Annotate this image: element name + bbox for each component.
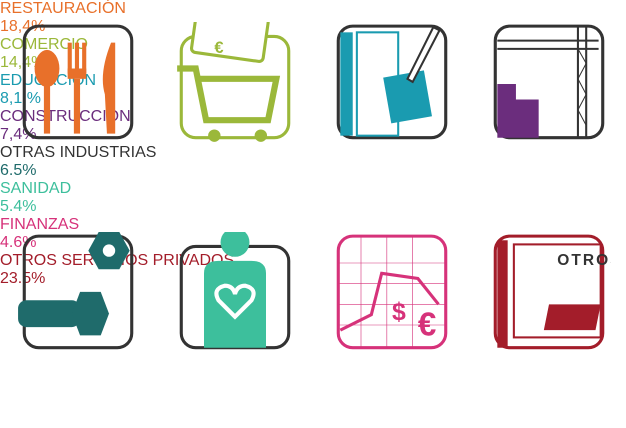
icon-text: € [214, 38, 223, 57]
icon: OTROS [487, 232, 611, 356]
icon-shape [255, 129, 267, 141]
infographic: RESTAURACIÓN18,4%€COMERCIO14,4%EDUCACIÓN… [0, 0, 626, 428]
icon [16, 232, 140, 356]
icon-shape [68, 69, 87, 79]
icon-shape [544, 304, 601, 330]
icon: € [173, 22, 297, 146]
icon-shape [340, 32, 352, 135]
icon-shape [221, 232, 250, 257]
icon-shape [103, 244, 115, 256]
icon-shape [497, 84, 516, 100]
icon-shape [103, 43, 115, 134]
icon-shape [44, 84, 50, 134]
icon-shape [497, 100, 538, 138]
icon-shape [204, 261, 266, 348]
icon [173, 232, 297, 356]
value-label: 5.4% [0, 198, 626, 216]
icon [487, 22, 611, 146]
sector-label: OTRAS INDUSTRIAS [0, 144, 626, 162]
icon [330, 22, 454, 146]
icon: $€ [330, 232, 454, 356]
icon-shape [18, 300, 80, 327]
icon [16, 22, 140, 146]
icon-text: $ [392, 299, 406, 326]
icon-shape [578, 49, 586, 125]
icon-shape [208, 129, 220, 141]
value-label: 6.5% [0, 162, 626, 180]
icon-shape [177, 69, 276, 121]
icon-text: OTROS [557, 252, 611, 269]
icon-shape [191, 22, 269, 62]
icon-shape [74, 79, 80, 134]
sector-label: SANIDAD [0, 180, 626, 198]
sector-label: RESTAURACIÓN [0, 0, 626, 18]
icon-text: € [418, 306, 436, 343]
icon-shape [35, 50, 60, 87]
icon-shape [497, 240, 507, 347]
icon-shape [72, 292, 109, 335]
